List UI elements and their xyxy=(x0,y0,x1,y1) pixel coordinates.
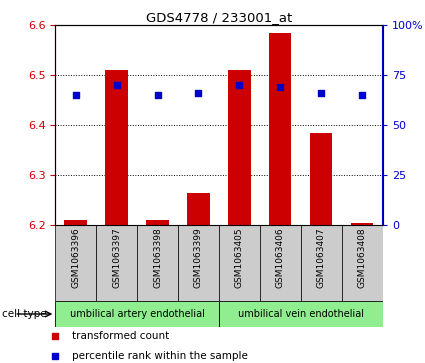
Bar xyxy=(105,70,128,225)
Bar xyxy=(65,220,87,225)
Text: umbilical artery endothelial: umbilical artery endothelial xyxy=(70,309,204,319)
Bar xyxy=(146,220,169,225)
Point xyxy=(52,333,59,339)
Point xyxy=(52,353,59,359)
Point xyxy=(72,92,79,98)
Text: GSM1063408: GSM1063408 xyxy=(357,227,366,288)
Bar xyxy=(310,133,332,225)
Text: umbilical vein endothelial: umbilical vein endothelial xyxy=(238,309,364,319)
Text: percentile rank within the sample: percentile rank within the sample xyxy=(72,351,248,361)
Bar xyxy=(228,70,251,225)
Point xyxy=(318,90,325,96)
Point xyxy=(113,82,120,88)
Text: GSM1063406: GSM1063406 xyxy=(276,227,285,288)
Point xyxy=(236,82,243,88)
Bar xyxy=(55,301,219,327)
Text: cell type: cell type xyxy=(2,309,47,319)
Title: GDS4778 / 233001_at: GDS4778 / 233001_at xyxy=(146,11,292,24)
Bar xyxy=(187,193,210,225)
Bar xyxy=(219,225,260,301)
Point xyxy=(154,92,161,98)
Bar xyxy=(269,33,292,225)
Bar xyxy=(351,223,373,225)
Text: GSM1063398: GSM1063398 xyxy=(153,227,162,288)
Point xyxy=(277,84,283,90)
Bar xyxy=(342,225,383,301)
Bar xyxy=(137,225,178,301)
Text: GSM1063396: GSM1063396 xyxy=(71,227,80,288)
Bar xyxy=(96,225,137,301)
Bar xyxy=(55,225,96,301)
Text: GSM1063405: GSM1063405 xyxy=(235,227,244,288)
Text: GSM1063399: GSM1063399 xyxy=(194,227,203,288)
Bar xyxy=(219,301,382,327)
Point xyxy=(359,92,366,98)
Bar xyxy=(178,225,219,301)
Text: transformed count: transformed count xyxy=(72,331,170,341)
Text: GSM1063407: GSM1063407 xyxy=(317,227,326,288)
Bar xyxy=(300,225,342,301)
Text: GSM1063397: GSM1063397 xyxy=(112,227,121,288)
Bar xyxy=(260,225,300,301)
Point xyxy=(195,90,202,96)
